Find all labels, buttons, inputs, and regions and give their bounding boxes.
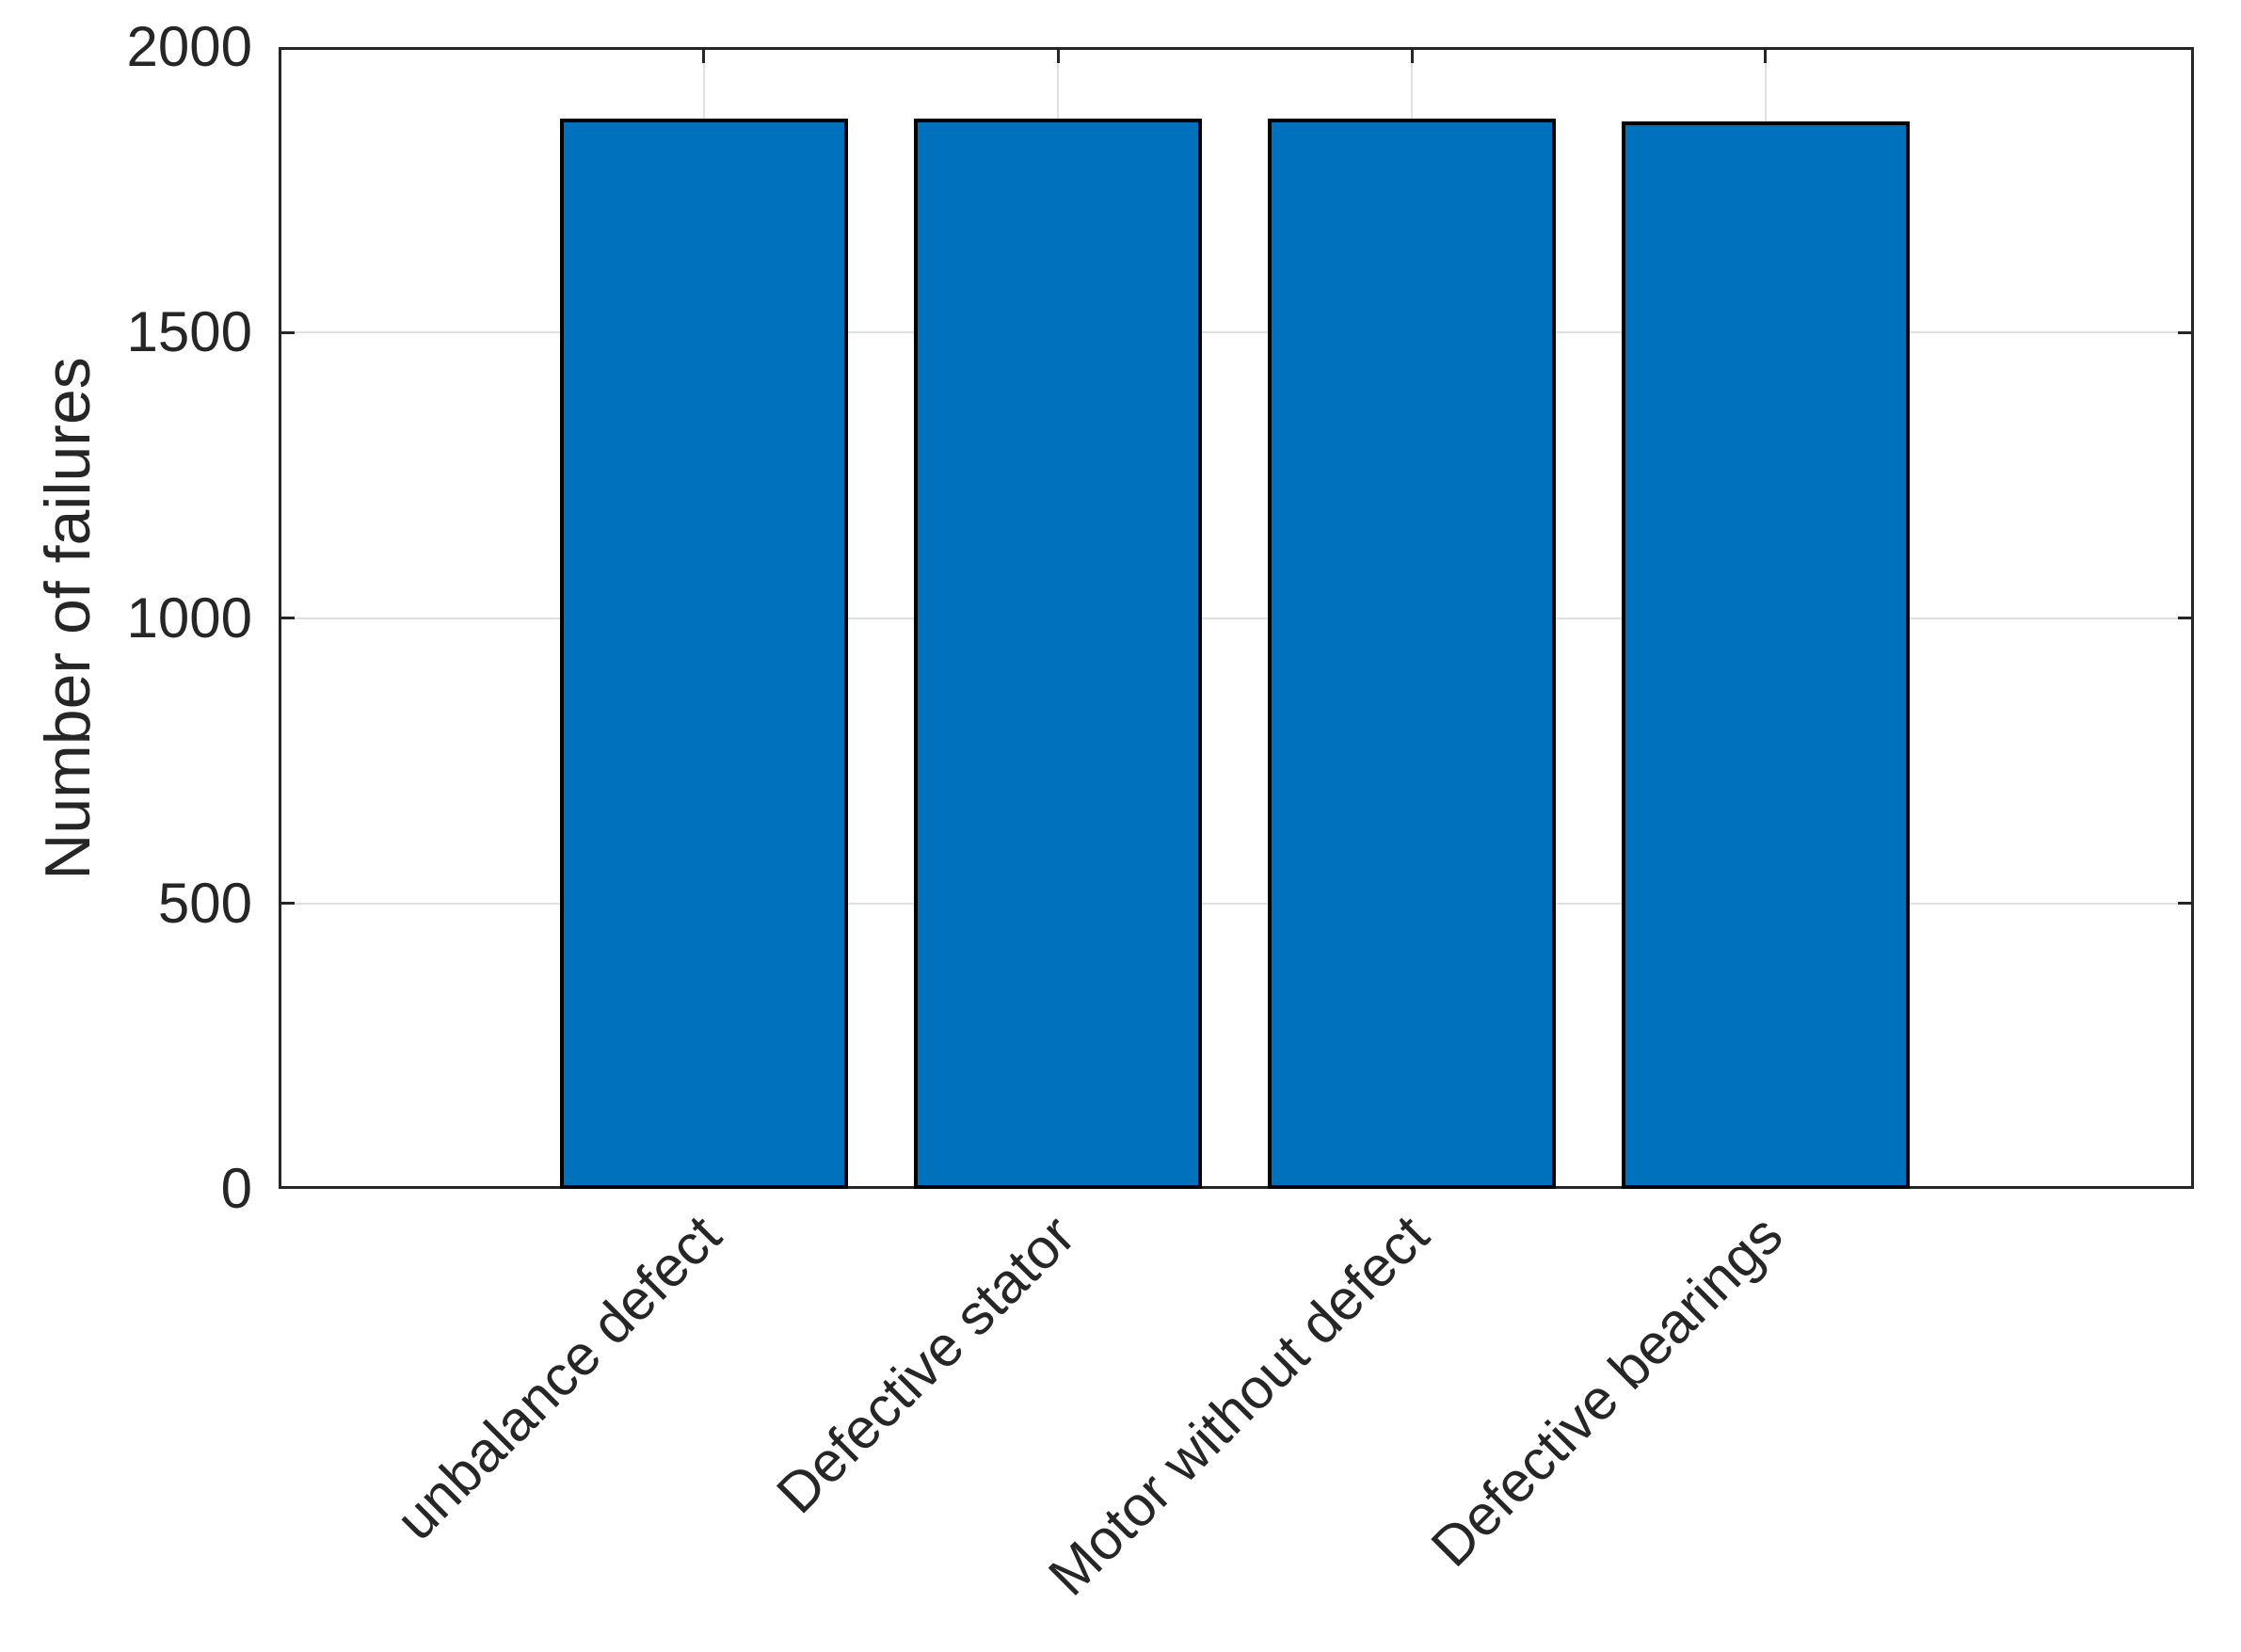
bar bbox=[1268, 118, 1557, 1189]
y-gridline bbox=[279, 331, 2194, 334]
bar bbox=[1621, 120, 1910, 1189]
x-tick-label: Defective bearings bbox=[1418, 1203, 1795, 1579]
y-tick-label: 1000 bbox=[126, 585, 252, 650]
y-tick-left bbox=[281, 902, 295, 906]
x-tick-label: Motor without defect bbox=[1036, 1203, 1441, 1608]
x-tick-top bbox=[1056, 50, 1060, 63]
y-gridline bbox=[279, 617, 2194, 619]
x-tick-top bbox=[1410, 50, 1414, 63]
y-gridline bbox=[279, 902, 2194, 905]
y-tick-left bbox=[281, 330, 295, 334]
y-tick-right bbox=[2178, 330, 2191, 334]
plot-area bbox=[279, 47, 2194, 1189]
y-tick-right bbox=[2178, 617, 2191, 619]
y-tick-label: 2000 bbox=[126, 15, 252, 78]
y-tick-label: 0 bbox=[220, 1157, 252, 1220]
x-tick-top bbox=[702, 50, 706, 63]
y-tick-label: 1500 bbox=[126, 300, 252, 364]
x-tick-top bbox=[1764, 50, 1768, 63]
bar bbox=[914, 118, 1203, 1189]
y-tick-label: 500 bbox=[157, 871, 252, 935]
x-tick-label: Defective stator bbox=[764, 1203, 1087, 1526]
bar bbox=[559, 118, 848, 1189]
y-tick-right bbox=[2178, 902, 2191, 906]
y-tick-left bbox=[281, 617, 295, 619]
x-tick-label: unbalance defect bbox=[383, 1203, 733, 1552]
